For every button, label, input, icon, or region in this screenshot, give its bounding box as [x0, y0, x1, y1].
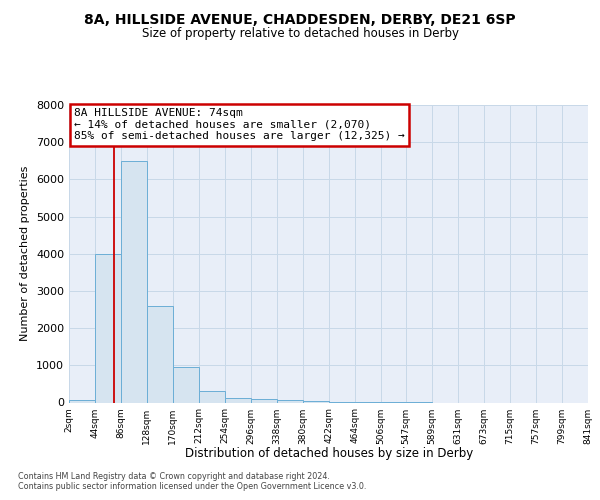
- Y-axis label: Number of detached properties: Number of detached properties: [20, 166, 31, 342]
- Text: Distribution of detached houses by size in Derby: Distribution of detached houses by size …: [185, 448, 473, 460]
- Bar: [147, 306, 173, 402]
- Bar: [199, 392, 225, 402]
- Text: Contains HM Land Registry data © Crown copyright and database right 2024.: Contains HM Land Registry data © Crown c…: [18, 472, 330, 481]
- Bar: [225, 398, 251, 402]
- Bar: [95, 254, 121, 402]
- Bar: [251, 399, 277, 402]
- Text: 8A HILLSIDE AVENUE: 74sqm
← 14% of detached houses are smaller (2,070)
85% of se: 8A HILLSIDE AVENUE: 74sqm ← 14% of detac…: [74, 108, 405, 141]
- Bar: [69, 400, 95, 402]
- Bar: [121, 161, 147, 402]
- Text: Size of property relative to detached houses in Derby: Size of property relative to detached ho…: [142, 28, 458, 40]
- Bar: [277, 400, 303, 402]
- Text: Contains public sector information licensed under the Open Government Licence v3: Contains public sector information licen…: [18, 482, 367, 491]
- Text: 8A, HILLSIDE AVENUE, CHADDESDEN, DERBY, DE21 6SP: 8A, HILLSIDE AVENUE, CHADDESDEN, DERBY, …: [84, 12, 516, 26]
- Bar: [173, 367, 199, 402]
